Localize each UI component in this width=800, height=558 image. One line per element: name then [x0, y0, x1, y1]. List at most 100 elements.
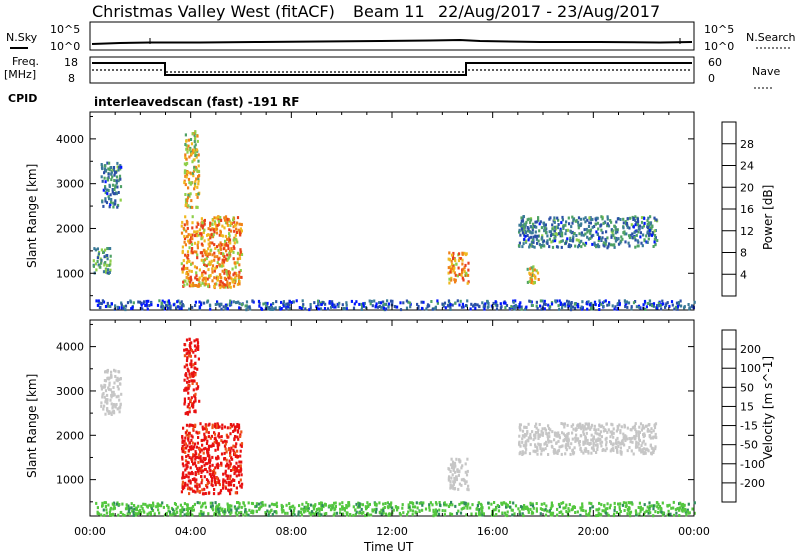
heatmap-cell — [206, 454, 209, 458]
heatmap-cell — [521, 224, 525, 228]
heatmap-cell — [452, 269, 455, 273]
nsky-panel — [89, 21, 695, 51]
heatmap-cell — [206, 482, 209, 486]
heatmap-cell — [221, 281, 224, 285]
heatmap-cell — [504, 301, 507, 305]
heatmap-cell — [203, 277, 206, 281]
heatmap-cell — [199, 422, 202, 426]
heatmap-cell — [444, 306, 447, 310]
heatmap-cell — [267, 513, 270, 517]
heatmap-cell — [226, 221, 229, 225]
heatmap-cell — [577, 238, 580, 242]
heatmap-cell — [189, 171, 192, 175]
heatmap-cell — [338, 502, 341, 506]
heatmap-cell — [308, 308, 311, 312]
heatmap-cell — [100, 401, 103, 405]
heatmap-cell — [194, 304, 197, 307]
heatmap-cell — [158, 504, 161, 508]
heatmap-cell — [557, 439, 560, 443]
heatmap-cell — [521, 217, 524, 221]
heatmap-cell — [521, 437, 524, 441]
heatmap-cell — [193, 230, 196, 234]
heatmap-cell — [314, 503, 317, 507]
heatmap-cell — [604, 449, 607, 453]
heatmap-cell — [118, 378, 121, 382]
heatmap-cell — [218, 479, 221, 483]
heatmap-cell — [316, 307, 319, 310]
heatmap-cell — [505, 505, 508, 509]
heatmap-cell — [556, 216, 559, 220]
heatmap-cell — [392, 508, 395, 512]
heatmap-cell — [199, 232, 202, 236]
heatmap-cell — [198, 483, 201, 487]
heatmap-cell — [209, 468, 212, 472]
heatmap-cell — [194, 480, 197, 484]
heatmap-cell — [362, 302, 365, 306]
heatmap-cell — [194, 348, 197, 352]
heatmap-cell — [232, 423, 235, 427]
heatmap-cell — [304, 307, 307, 311]
heatmap-cell — [185, 455, 188, 459]
heatmap-cell — [447, 257, 450, 261]
heatmap-cell — [213, 474, 216, 478]
heatmap-cell — [312, 511, 315, 515]
heatmap-cell — [592, 435, 595, 439]
heatmap-cell — [181, 436, 184, 440]
heatmap-cell — [534, 436, 537, 440]
heatmap-cell — [189, 205, 192, 209]
heatmap-cell — [531, 244, 534, 248]
heatmap-cell — [257, 299, 261, 303]
heatmap-cell — [115, 192, 118, 196]
heatmap-cell — [581, 505, 584, 509]
heatmap-cell — [193, 394, 196, 398]
heatmap-cell — [216, 223, 219, 227]
heatmap-cell — [646, 302, 650, 305]
heatmap-cell — [200, 258, 203, 262]
heatmap-cell — [602, 243, 605, 247]
heatmap-cell — [301, 502, 304, 506]
heatmap-cell — [188, 307, 191, 311]
heatmap-cell — [320, 501, 323, 505]
heatmap-cell — [354, 512, 357, 516]
heatmap-cell — [383, 302, 386, 306]
heatmap-cell — [187, 204, 190, 208]
heatmap-cell — [202, 231, 205, 235]
heatmap-cell — [215, 463, 218, 467]
heatmap-cell — [221, 426, 224, 430]
heatmap-cell — [584, 438, 587, 441]
heatmap-cell — [245, 513, 248, 517]
heatmap-cell — [693, 501, 696, 505]
heatmap-cell — [549, 513, 552, 517]
heatmap-cell — [657, 304, 660, 308]
heatmap-cell — [309, 306, 312, 310]
heatmap-cell — [628, 234, 631, 238]
heatmap-cell — [600, 215, 603, 219]
heatmap-cell — [542, 221, 545, 225]
heatmap-cell — [502, 301, 505, 305]
heatmap-cell — [179, 512, 182, 516]
heatmap-cell — [550, 302, 554, 306]
heatmap-cell — [407, 503, 410, 507]
heatmap-cell — [213, 251, 216, 255]
heatmap-cell — [186, 356, 189, 360]
heatmap-cell — [260, 307, 264, 311]
heatmap-cell — [452, 257, 455, 260]
heatmap-cell — [187, 448, 190, 452]
heatmap-cell — [567, 431, 570, 435]
nsky-trace — [91, 38, 693, 45]
heatmap-cell — [447, 304, 450, 308]
heatmap-cell — [115, 395, 118, 399]
heatmap-cell — [104, 187, 107, 190]
heatmap-cell — [616, 436, 619, 440]
heatmap-cell — [589, 442, 592, 445]
heatmap-cell — [97, 254, 100, 258]
heatmap-cell — [272, 302, 275, 305]
heatmap-cell — [466, 299, 469, 303]
heatmap-cell — [273, 503, 276, 507]
heatmap-cell — [521, 453, 524, 456]
heatmap-cell — [525, 442, 528, 446]
heatmap-cell — [631, 232, 634, 236]
heatmap-cell — [358, 302, 361, 306]
heatmap-cell — [184, 153, 187, 157]
heatmap-cell — [112, 513, 115, 517]
